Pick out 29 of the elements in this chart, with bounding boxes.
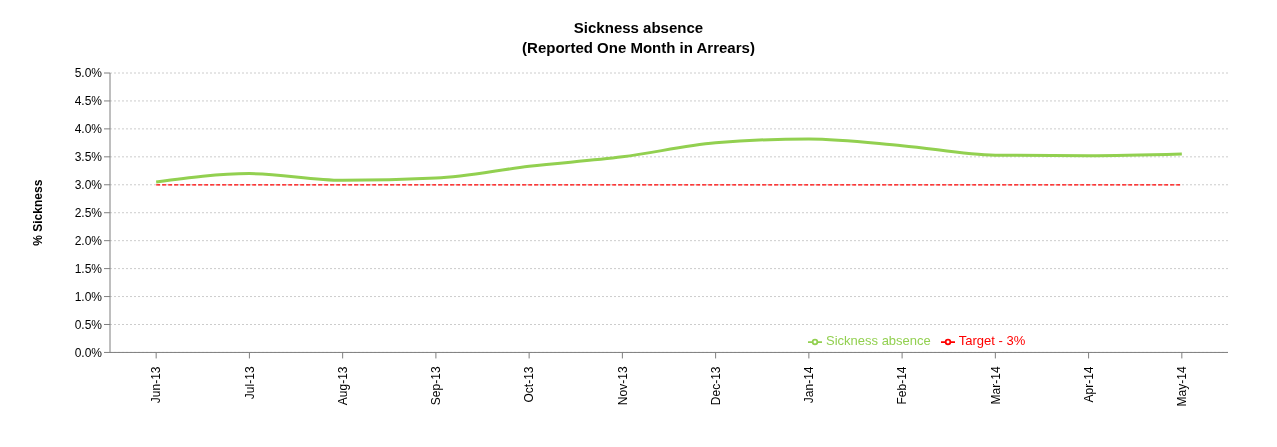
y-tick-label: 3.5% bbox=[74, 150, 103, 165]
x-tick-label: Dec-13 bbox=[708, 366, 723, 406]
y-tick-label: 4.0% bbox=[74, 122, 103, 137]
y-tick-label: 5.0% bbox=[74, 66, 103, 81]
chart-title: Sickness absence bbox=[572, 18, 705, 38]
x-tick-label: Oct-13 bbox=[522, 366, 537, 403]
y-tick-label: 2.5% bbox=[74, 205, 103, 220]
y-tick-label: 1.0% bbox=[74, 289, 103, 304]
y-tick-label: 4.5% bbox=[74, 94, 103, 109]
line-series bbox=[154, 137, 1184, 184]
legend-label: Target - 3% bbox=[958, 333, 1026, 348]
x-tick-label: Aug-13 bbox=[335, 366, 350, 406]
y-tick-label: 3.0% bbox=[74, 178, 103, 193]
x-tick-label: Feb-14 bbox=[895, 366, 910, 405]
x-tick-label: Nov-13 bbox=[615, 366, 630, 406]
y-tick-label: 0.5% bbox=[74, 317, 103, 332]
y-tick-label: 2.0% bbox=[74, 233, 103, 248]
x-tick-label: May-14 bbox=[1175, 366, 1190, 407]
y-tick-label: 1.5% bbox=[74, 261, 103, 276]
legend-label: Sickness absence bbox=[826, 333, 931, 348]
x-tick-label: Mar-14 bbox=[988, 366, 1003, 405]
x-tick-label: Sep-13 bbox=[429, 366, 444, 406]
y-tick-label: 0.0% bbox=[74, 345, 103, 360]
x-tick-label: Jan-14 bbox=[802, 366, 817, 404]
x-tick-label: Jul-13 bbox=[242, 366, 257, 400]
y-axis-title: % Sickness bbox=[31, 179, 46, 246]
x-tick-label: Apr-14 bbox=[1081, 366, 1096, 403]
x-tick-label: Jun-13 bbox=[149, 366, 164, 404]
chart-subtitle: (Reported One Month in Arrears) bbox=[521, 38, 756, 58]
